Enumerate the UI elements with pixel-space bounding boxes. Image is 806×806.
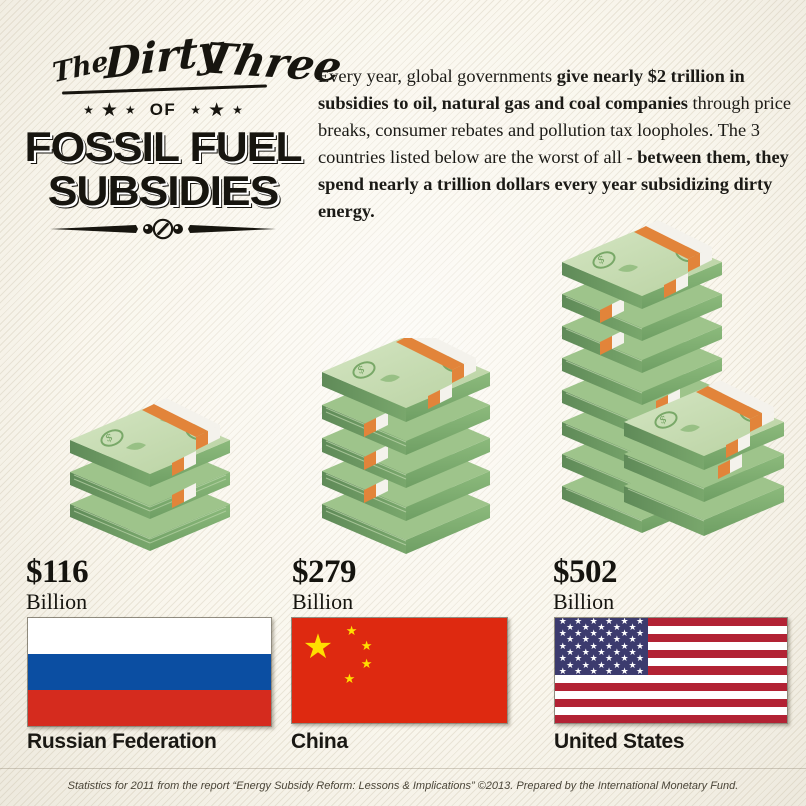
flag-field-red: ★ ★ ★ ★ ★ [292,618,507,723]
flag-canton: ★ ★ ★ ★ ★ ★ ★ ★ ★ ★ ★ ★ ★ ★ ★ ★ ★ ★ ★ ★ ★ ★ ★ ★ ★ ★ ★ ★ ★ ★ ★ ★ ★ ★… [555,618,648,675]
country-label-china: China [291,730,348,753]
amount-usa: $502 [553,554,618,590]
intro-text-part1: Every year, global governments [318,66,557,86]
money-stack-russia: $ [60,386,260,561]
money-stack-china-illustration: $ [322,330,490,554]
value-block-usa: $502 Billion [553,554,618,614]
country-label-russia: Russian Federation [27,730,217,753]
star-icon: ★ [100,99,118,121]
united-states-flag-icon: ★ ★ ★ ★ ★ ★ ★ ★ ★ ★ ★ ★ ★ ★ ★ ★ ★ ★ ★ ★ ★ ★ ★ ★ ★ ★ ★ ★ ★ ★ ★ ★ ★ ★… [554,617,788,724]
value-block-russia: $116 Billion [26,554,89,614]
intro-paragraph: Every year, global governments give near… [318,63,800,225]
unit-china: Billion [292,589,354,614]
footer-credit: Statistics for 2011 from the report “Ene… [67,780,739,792]
unit-russia: Billion [26,589,88,614]
money-stack-russia-illustration: $ [70,398,230,551]
star-icon-small: ★ [345,623,358,639]
flag-band-white [28,618,271,654]
amount-china: $279 [292,554,357,590]
star-icon-small: ★ [343,670,356,686]
title-script-underline [62,84,267,95]
star-icon: ★ [83,103,94,117]
unit-usa: Billion [553,589,615,614]
star-icon: ★ [232,103,243,117]
star-icon: ★ [190,103,202,117]
star-icon-large: ★ [302,628,334,666]
money-stack-china: $ [308,330,518,563]
money-stack-usa-illustration: $ [562,220,784,536]
star-icon-small: ★ [360,638,373,653]
money-stack-usa: $ [556,218,806,563]
china-flag-icon: ★ ★ ★ ★ ★ [291,617,508,724]
title-script-the: The [50,45,111,90]
star-icon: ★ [124,103,136,117]
value-block-china: $279 Billion [292,554,357,614]
russia-flag-icon [27,617,272,727]
decorative-divider-icon [50,218,276,240]
title-of-word: OF [149,100,177,119]
star-icon-small: ★ [360,655,373,671]
title-line-fossil-fuel: FOSSIL FUEL [24,123,303,170]
title-stars-row: ★ ★ ★ OF ★ ★ ★ [18,100,308,120]
title-line-subsidies: SUBSIDIES [47,167,279,214]
footer-divider [0,768,806,769]
star-icon: ★ [208,99,226,121]
flag-band-blue [28,654,271,690]
country-label-usa: United States [554,730,685,753]
amount-russia: $116 [26,554,89,590]
flag-band-red [28,690,271,726]
